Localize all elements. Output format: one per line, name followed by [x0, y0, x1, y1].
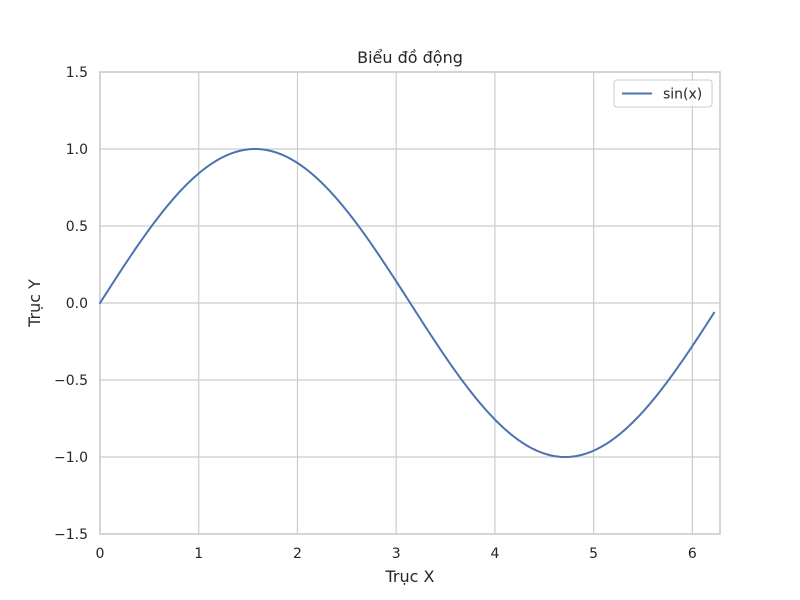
y-tick-label: 1.5: [66, 65, 88, 81]
y-tick-label: 0.0: [66, 296, 88, 312]
x-axis-ticks: 0 1 2 3 4 5 6: [96, 546, 697, 562]
y-tick-label: 0.5: [66, 219, 88, 235]
series-layer: [99, 148, 716, 458]
series-line-sin: [99, 148, 716, 458]
legend-box: [613, 79, 713, 108]
x-tick-label: 0: [96, 546, 105, 562]
y-tick-label: 1.0: [66, 142, 88, 158]
x-axis-label: Trục X: [385, 567, 435, 586]
x-tick-label: 3: [392, 546, 401, 562]
x-tick-label: 2: [293, 546, 302, 562]
x-tick-label: 6: [688, 546, 697, 562]
y-tick-label: −1.0: [54, 450, 88, 466]
chart-title: Biểu đồ động: [357, 48, 463, 67]
legend: sin(x): [613, 79, 713, 108]
x-tick-label: 4: [490, 546, 499, 562]
y-axis-label: Trục Y: [25, 279, 44, 328]
x-tick-label: 1: [194, 546, 203, 562]
legend-label-sin: sin(x): [663, 87, 702, 103]
y-axis-ticks: −1.5 −1.0 −0.5 0.0 0.5 1.0 1.5: [54, 65, 88, 543]
y-tick-label: −0.5: [54, 373, 88, 389]
x-tick-label: 5: [589, 546, 598, 562]
y-tick-label: −1.5: [54, 527, 88, 543]
